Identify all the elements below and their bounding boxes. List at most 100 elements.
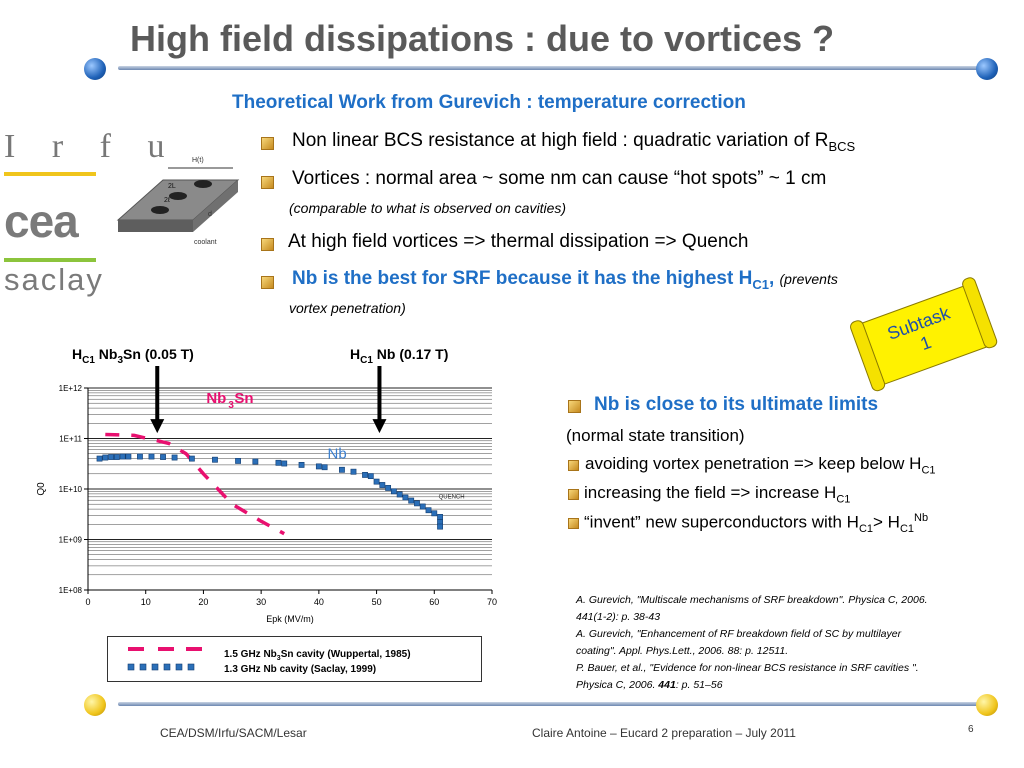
right-bullet-3-sub: C1 xyxy=(858,523,874,536)
irfu-logo-bar xyxy=(4,172,96,176)
nb-data-point xyxy=(102,454,109,461)
nb-data-point xyxy=(373,478,380,485)
nb-data-point xyxy=(339,466,345,473)
legend-nb-swatch xyxy=(127,663,195,671)
bullet-4-text: Nb is the best for SRF because it has th… xyxy=(292,268,753,289)
right-bullet-2: increasing the field => increase HC1 xyxy=(584,483,850,505)
x-tick-label: 50 xyxy=(372,597,382,607)
bullet-icon xyxy=(261,276,274,289)
bullet-2-note: (comparable to what is observed on cavit… xyxy=(289,200,567,216)
decor-ball-bottom-left xyxy=(84,694,106,716)
bullet-icon xyxy=(568,518,579,529)
bullet-icon xyxy=(261,137,274,150)
annot-sub: C1 xyxy=(82,354,95,366)
legend-text: Sn cavity (Wuppertal, 1985) xyxy=(280,649,411,660)
subtitle: Theoretical Work from Gurevich : tempera… xyxy=(232,92,746,113)
decor-ball-top-right xyxy=(976,58,998,80)
nb-data-point xyxy=(379,482,386,488)
x-tick-label: 10 xyxy=(141,597,151,607)
title-divider xyxy=(118,66,980,70)
right-bullet-1-text: avoiding vortex penetration => keep belo… xyxy=(585,454,922,473)
nb-data-point xyxy=(367,473,374,480)
annot-text: Sn (0.05 T) xyxy=(123,346,194,362)
x-tick-label: 70 xyxy=(487,597,497,607)
nb-data-point xyxy=(437,523,443,530)
reference-volume: 441 xyxy=(658,679,676,691)
legend-nb3sn-label: 1.5 GHz Nb3Sn cavity (Wuppertal, 1985) xyxy=(224,649,411,662)
annot-sub: C1 xyxy=(360,354,373,366)
right-bullet-3-sup: Nb xyxy=(914,512,929,524)
annot-sub: 3 xyxy=(117,354,124,366)
cea-logo: cea xyxy=(4,194,79,248)
saclay-logo-bar xyxy=(4,258,96,262)
nb-data-point xyxy=(171,454,178,461)
right-bullet-3: “invent” new superconductors with HC1> H… xyxy=(584,512,928,535)
nb-data-point xyxy=(148,453,155,460)
nb-data-point xyxy=(414,500,420,507)
annot-text: Nb xyxy=(94,346,118,362)
nb-data-point xyxy=(437,514,443,520)
reference-line: coating". Appl. Phys.Lett., 2006. 88: p.… xyxy=(576,645,789,657)
right-heading: Nb is close to its ultimate limits xyxy=(594,394,878,416)
diagram-vortex xyxy=(194,180,212,188)
annot-text: H xyxy=(72,346,83,362)
bullet-icon xyxy=(568,489,579,500)
bullet-4-note: (prevents xyxy=(779,271,838,287)
footer-divider xyxy=(118,702,980,706)
nb-data-point xyxy=(188,455,195,462)
hc1-nb3sn-annotation: HC1 Nb3Sn (0.05 T) xyxy=(72,346,194,366)
nb-chart-label: Nb xyxy=(328,446,347,463)
cea-logo-text: cea xyxy=(4,195,79,247)
hc1-nb-arrow-head xyxy=(372,419,387,434)
right-bullet-1-sub: C1 xyxy=(921,464,936,477)
nb-data-point xyxy=(408,497,415,504)
slide-title: High field dissipations : due to vortice… xyxy=(130,18,835,59)
footer-left: CEA/DSM/Irfu/SACM/Lesar xyxy=(160,726,307,740)
y-axis-label: Q0 xyxy=(36,482,47,496)
hc1-nb3sn-arrow-head xyxy=(150,419,165,434)
x-tick-label: 0 xyxy=(85,597,90,607)
nb-data-point xyxy=(419,503,426,510)
bullet-4-sub: C1 xyxy=(752,276,769,292)
legend-nb-label: 1.3 GHz Nb cavity (Saclay, 1999) xyxy=(224,664,377,675)
nb3sn-chart-label: Nb xyxy=(206,390,226,407)
right-bullet-2-sub: C1 xyxy=(836,493,851,506)
irfu-logo: I r f u xyxy=(4,128,178,176)
nb-data-point xyxy=(390,488,397,495)
nb-data-point xyxy=(235,458,241,464)
x-tick-label: 20 xyxy=(198,597,208,607)
nb-data-point xyxy=(321,464,328,471)
bullet-icon xyxy=(261,238,274,251)
diagram-plate-front xyxy=(118,220,193,232)
nb-data-point xyxy=(281,460,288,467)
right-bullet-3-text: “invent” new superconductors with H xyxy=(584,512,859,532)
bullet-2: Vortices : normal area ~ some nm can cau… xyxy=(292,168,827,189)
right-heading-text: Nb is close to its ultimate limits xyxy=(594,394,879,415)
nb-data-point xyxy=(212,456,218,463)
references: A. Gurevich, "Multiscale mechanisms of S… xyxy=(576,592,986,694)
bullet-1-text: Non linear BCS resistance at high field … xyxy=(292,130,829,151)
saclay-logo-text: saclay xyxy=(4,262,104,297)
nb3sn-chart-label-post: Sn xyxy=(234,390,253,407)
reference-line: A. Gurevich, "Enhancement of RF breakdow… xyxy=(576,628,902,640)
y-tick-label: 1E+08 xyxy=(59,586,83,595)
irfu-logo-text: I r f u xyxy=(4,128,179,165)
y-tick-label: 1E+09 xyxy=(59,536,83,545)
nb-data-point xyxy=(275,459,282,466)
legend-sub: 3 xyxy=(276,655,281,662)
decor-ball-bottom-right xyxy=(976,694,998,716)
nb3sn-chart-label-sub: 3 xyxy=(228,400,234,411)
reference-line: P. Bauer, et al., "Evidence for non-line… xyxy=(576,662,919,674)
reference-line: Physica C, 2006. 441: p. 51–56 xyxy=(576,677,986,694)
chart-legend: 1.5 GHz Nb3Sn cavity (Wuppertal, 1985) 1… xyxy=(107,636,482,682)
bullet-1-sub: BCS xyxy=(828,138,856,154)
reference-line: 441(1-2): p. 38-43 xyxy=(576,611,661,623)
nb-data-point xyxy=(425,507,432,514)
right-bullet-2-text: increasing the field => increase H xyxy=(584,483,837,502)
nb-data-point xyxy=(113,454,120,460)
x-tick-label: 60 xyxy=(429,597,439,607)
reference-text: Physica C, 2006. xyxy=(576,679,659,691)
nb-data-point xyxy=(137,453,143,460)
nb-data-point xyxy=(298,462,305,468)
q0-vs-epk-chart: 1E+08 1E+09 1E+10 1E+11 1E+12 0 10 20 30 40 50 60 70… xyxy=(36,366,497,624)
